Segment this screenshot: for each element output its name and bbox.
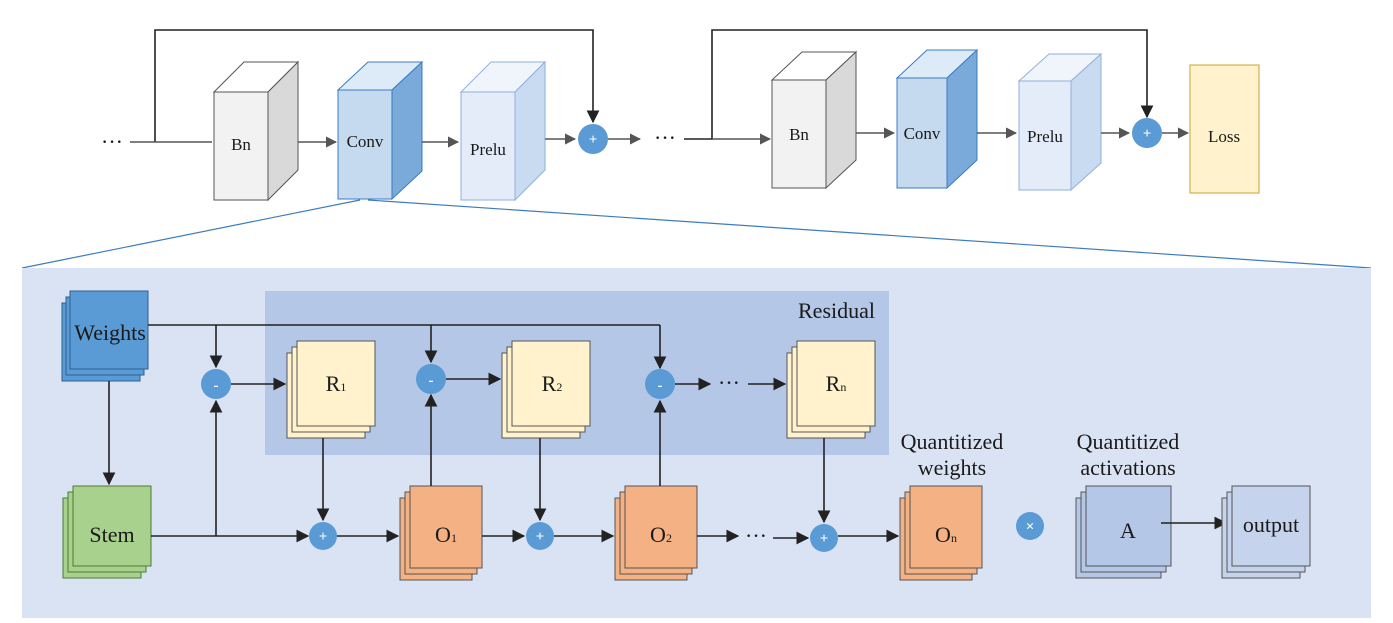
svg-text:O2: O2: [650, 522, 672, 547]
rn-stack: Rn: [786, 340, 876, 439]
prelu-label-1: Prelu: [470, 140, 506, 159]
r1-subscript: 1: [340, 380, 346, 394]
conv-block-1: Conv: [336, 60, 424, 201]
add-sign-1: +: [589, 132, 598, 148]
bn-label-2: Bn: [789, 125, 809, 144]
zoom-line-right: [367, 199, 1372, 269]
o2-subscript: 2: [666, 531, 672, 545]
minus-sign-2: -: [429, 373, 434, 389]
add-node-detail-1: +: [309, 522, 337, 550]
add-node-detail-2: +: [526, 522, 554, 550]
bn-block-1: Bn: [212, 60, 300, 202]
add-sign-2: +: [1143, 126, 1152, 142]
activation-stack: A: [1075, 485, 1172, 579]
stem-label: Stem: [89, 522, 134, 547]
add-node-2: +: [1132, 118, 1162, 148]
o2-stack: O2: [614, 485, 698, 581]
o1-stack: O1: [399, 485, 483, 581]
r2-subscript: 2: [556, 380, 562, 394]
o2-label: O: [650, 522, 666, 547]
svg-text:R1: R1: [326, 371, 347, 396]
loss-label: Loss: [1208, 127, 1240, 146]
svg-text:On: On: [935, 522, 957, 547]
output-label: output: [1243, 512, 1299, 537]
plus-sign-2: +: [536, 529, 545, 545]
prelu-block-1: Prelu: [459, 60, 547, 202]
quantized-activations-line1: Quantitized: [1077, 429, 1180, 454]
svg-text:R2: R2: [542, 371, 563, 396]
subtract-node-3: -: [645, 369, 675, 399]
conv-label-1: Conv: [347, 132, 384, 151]
quantized-weights-line1: Quantitized: [901, 429, 1004, 454]
weights-stack: Weights: [61, 290, 149, 382]
skip-connection-1: [154, 29, 600, 142]
on-subscript: n: [951, 531, 957, 545]
bn-label-1: Bn: [231, 135, 251, 154]
minus-sign-3: -: [658, 378, 663, 394]
plus-sign-n: +: [820, 531, 829, 547]
quantized-activations-line2: activations: [1080, 455, 1175, 480]
rn-subscript: n: [840, 380, 846, 394]
minus-sign-1: -: [214, 378, 219, 394]
r1-label: R: [326, 371, 341, 396]
r1-stack: R1: [286, 340, 376, 439]
plus-sign-1: +: [319, 529, 328, 545]
output-stack: output: [1221, 485, 1311, 579]
subtract-node-2: -: [416, 364, 446, 394]
top-row: ··· Bn Conv Prelu +: [101, 29, 1260, 202]
conv-label-2: Conv: [904, 124, 941, 143]
add-node-detail-n: +: [810, 524, 838, 552]
quantized-weights-line2: weights: [918, 455, 986, 480]
stem-stack: Stem: [62, 485, 152, 579]
r2-stack: R2: [501, 340, 591, 439]
rn-label: R: [826, 371, 841, 396]
r2-label: R: [542, 371, 557, 396]
times-sign: ×: [1026, 519, 1035, 535]
multiply-node: ×: [1016, 512, 1044, 540]
weights-label: Weights: [74, 320, 146, 345]
residual-ellipsis: ···: [718, 370, 740, 395]
prelu-block-2: Prelu: [1017, 52, 1103, 192]
bn-block-2: Bn: [770, 50, 858, 190]
o1-label: O: [435, 522, 451, 547]
output-ellipsis: ···: [745, 523, 767, 548]
add-node-1: +: [578, 124, 608, 154]
on-label: O: [935, 522, 951, 547]
on-stack: On: [899, 485, 983, 581]
o1-subscript: 1: [451, 531, 457, 545]
prelu-label-2: Prelu: [1027, 127, 1063, 146]
skip-connection-2: [684, 29, 1154, 140]
svg-text:Rn: Rn: [826, 371, 847, 396]
residual-title: Residual: [798, 298, 875, 323]
conv-block-2: Conv: [895, 48, 979, 190]
subtract-node-1: -: [201, 369, 231, 399]
activation-label: A: [1120, 518, 1136, 543]
top-ellipsis-left: ···: [101, 129, 123, 154]
zoom-line-left: [21, 199, 361, 269]
top-ellipsis-middle: ···: [654, 125, 676, 150]
svg-text:O1: O1: [435, 522, 457, 547]
loss-box: Loss: [1189, 64, 1260, 194]
